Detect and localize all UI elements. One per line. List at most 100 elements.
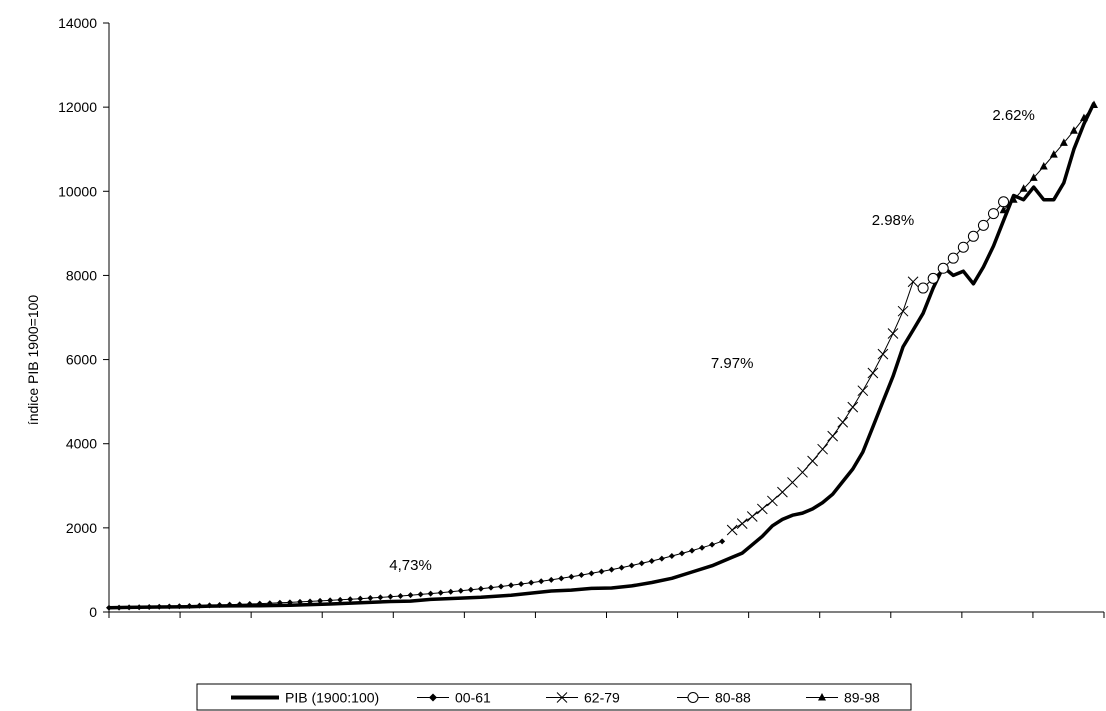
data-point-triangle	[1059, 138, 1068, 146]
y-tick-label: 8000	[66, 267, 97, 283]
data-point-diamond	[116, 604, 123, 611]
data-point-triangle	[1029, 173, 1038, 181]
data-point-diamond	[548, 576, 555, 583]
data-point-diamond	[699, 544, 706, 551]
data-point-x	[837, 416, 849, 428]
data-point-diamond	[678, 550, 685, 557]
legend-label: 89-98	[844, 690, 880, 706]
data-point-diamond	[307, 598, 314, 605]
y-axis-label: índice PIB 1900=100	[25, 295, 41, 426]
data-point-x	[767, 495, 778, 507]
series-pib-1900-100-	[108, 102, 1096, 610]
data-point-diamond	[407, 592, 414, 599]
data-point-x	[797, 466, 808, 478]
data-point-diamond	[437, 589, 444, 596]
data-point-x	[857, 385, 869, 397]
data-point-x	[807, 455, 818, 467]
data-point-diamond	[296, 598, 303, 605]
axes	[108, 23, 1105, 618]
series-line	[731, 281, 914, 531]
legend: PIB (1900:100) 00-61 62-79 80-88 89-98	[196, 683, 912, 711]
data-point-diamond	[638, 560, 645, 567]
data-point-circle	[957, 241, 969, 253]
data-point-x	[887, 328, 899, 339]
series-line	[108, 540, 723, 609]
data-point-diamond	[276, 599, 283, 606]
legend-item: PIB (1900:100)	[231, 690, 379, 706]
data-point-diamond	[648, 557, 655, 564]
y-tick-label: 0	[89, 604, 97, 620]
data-point-diamond	[417, 591, 424, 598]
data-point-diamond	[658, 555, 665, 562]
data-point-triangle	[1019, 184, 1028, 192]
data-point-diamond	[447, 588, 454, 595]
data-point-x	[556, 692, 568, 703]
data-point-diamond	[477, 585, 484, 592]
data-point-diamond	[166, 603, 173, 610]
legend-label: 80-88	[715, 690, 751, 706]
data-point-diamond	[327, 597, 334, 604]
data-point-circle	[687, 692, 699, 703]
growth-rate-label: 7.97%	[711, 355, 754, 372]
data-point-diamond	[216, 602, 223, 609]
data-point-diamond	[578, 572, 585, 579]
data-point-diamond	[508, 582, 515, 589]
data-point-diamond	[337, 596, 344, 603]
data-point-x	[817, 443, 828, 455]
data-point-x	[907, 276, 919, 288]
data-point-diamond	[286, 599, 293, 606]
data-point-diamond	[367, 595, 374, 602]
data-point-diamond	[176, 603, 183, 610]
data-point-diamond	[497, 583, 504, 590]
data-point-diamond	[608, 566, 615, 573]
data-point-diamond	[719, 538, 726, 545]
y-tick-label: 4000	[66, 436, 97, 452]
data-point-x	[777, 486, 788, 498]
data-point-diamond	[246, 601, 253, 608]
data-point-diamond	[347, 596, 354, 603]
data-point-x	[787, 477, 798, 488]
series-89-98	[999, 100, 1098, 214]
y-tick-label: 10000	[58, 183, 97, 199]
data-point-triangle	[1079, 113, 1088, 122]
data-point-x	[897, 305, 909, 317]
data-point-diamond	[618, 564, 625, 571]
data-point-triangle	[999, 205, 1008, 214]
data-point-diamond	[196, 602, 203, 609]
y-axis-ticks: 0 2000 4000 6000 8000 10000 12000 14000	[58, 15, 109, 620]
y-tick-label: 12000	[58, 99, 97, 115]
data-point-diamond	[156, 603, 163, 610]
data-point-diamond	[429, 693, 437, 702]
data-point-diamond	[528, 579, 535, 586]
growth-rate-annotations: 4,73% 7.97% 2.98% 2.62%	[389, 107, 1035, 574]
data-point-x	[726, 524, 738, 536]
data-point-diamond	[206, 602, 213, 609]
data-point-x	[827, 430, 839, 442]
data-point-circle	[937, 262, 949, 274]
data-point-diamond	[628, 562, 635, 569]
data-point-diamond	[518, 581, 525, 588]
data-point-diamond	[126, 604, 133, 611]
data-point-diamond	[598, 568, 605, 575]
data-point-triangle	[1009, 195, 1018, 203]
legend-item: 89-98	[806, 690, 880, 706]
data-point-diamond	[256, 600, 263, 607]
y-tick-label: 6000	[66, 352, 97, 368]
data-point-diamond	[588, 570, 595, 577]
growth-rate-label: 2.62%	[992, 107, 1035, 124]
data-point-diamond	[397, 592, 404, 599]
data-point-diamond	[146, 603, 153, 610]
data-point-diamond	[387, 593, 394, 600]
data-point-diamond	[357, 595, 364, 602]
data-point-diamond	[377, 594, 384, 601]
data-point-diamond	[487, 584, 494, 591]
data-point-diamond	[136, 604, 143, 611]
data-point-diamond	[236, 601, 243, 608]
series-layer	[106, 100, 1098, 611]
data-point-diamond	[427, 590, 434, 597]
data-point-circle	[947, 252, 959, 264]
data-point-diamond	[709, 541, 716, 548]
legend-item: 62-79	[546, 690, 620, 706]
data-point-diamond	[467, 586, 474, 593]
data-point-x	[867, 367, 879, 379]
